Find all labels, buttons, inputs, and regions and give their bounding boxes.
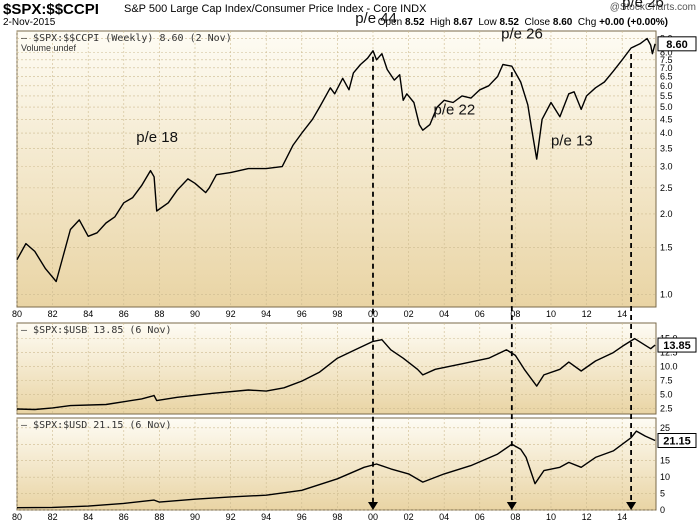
x-axis-tick-label: 88 <box>154 512 164 522</box>
panel-1-y-tick-label: 2.0 <box>660 209 673 219</box>
panel-1-y-tick-label: 5.5 <box>660 91 673 101</box>
panel-2-y-tick-label: 10.0 <box>660 362 678 372</box>
x-axis-tick-label: 06 <box>475 512 485 522</box>
panel-1-last-value-box <box>657 36 697 52</box>
x-axis-tick-label: 14 <box>617 512 627 522</box>
panel-1-y-tick-label: 7.0 <box>660 63 673 73</box>
panel-2-y-tick-label: 5.0 <box>660 389 673 399</box>
x-axis-tick-label: 02 <box>404 512 414 522</box>
x-axis-tick-label: 96 <box>297 309 307 319</box>
peak-marker-arrow <box>367 502 378 510</box>
panel-1-y-tick-label: 4.5 <box>660 114 673 124</box>
panel-1-y-tick-label: 1.0 <box>660 290 673 300</box>
x-axis-tick-label: 84 <box>83 309 93 319</box>
panel-3-y-tick-label: 25 <box>660 423 670 433</box>
panel-3-legend: — $SPX:$USD 21.15 (6 Nov) <box>21 420 172 431</box>
panel-3-background <box>16 417 657 511</box>
x-axis-tick-label: 80 <box>12 309 22 319</box>
panel-1-y-tick-label: 7.5 <box>660 55 673 65</box>
x-axis-tick-label: 92 <box>226 309 236 319</box>
quote-summary: Open 8.52 High 8.67 Low 8.52 Close 8.60 … <box>377 17 668 28</box>
x-axis-tick-label: 04 <box>439 309 449 319</box>
panel-1-series-line <box>16 37 656 283</box>
x-axis-tick-label: 90 <box>190 309 200 319</box>
panel-1-y-tick-label: 6.5 <box>660 71 673 81</box>
x-axis-tick-label: 94 <box>261 309 271 319</box>
panel-1-y-tick-label: 2.5 <box>660 183 673 193</box>
panel-1-y-tick-label: 4.0 <box>660 128 673 138</box>
x-axis-tick-label: 80 <box>12 512 22 522</box>
legend-swatch: — <box>21 325 33 336</box>
panel-1-y-tick-label: 6.0 <box>660 81 673 91</box>
panel-2-last-value: 13.85 <box>663 340 691 352</box>
x-axis-tick-label: 00 <box>368 309 378 319</box>
watermark: @StockCharts.com <box>609 2 696 13</box>
peak-marker-arrow <box>626 502 637 510</box>
panel-2-background <box>16 322 657 415</box>
panel-1-y-tick-label: 8.0 <box>660 47 673 57</box>
x-axis-tick-label: 98 <box>332 309 342 319</box>
x-axis-tick-label: 96 <box>297 512 307 522</box>
panel-3-last-value: 21.15 <box>663 436 691 448</box>
x-axis-tick-label: 86 <box>119 512 129 522</box>
panel-3-y-tick-label: 0 <box>660 505 665 515</box>
panel-1-y-tick-label: 3.0 <box>660 162 673 172</box>
legend-text: $SPX:$$CCPI (Weekly) 8.60 (2 Nov) <box>33 33 232 44</box>
legend-swatch: — <box>21 420 33 431</box>
panel-2-legend: — $SPX:$USB 13.85 (6 Nov) <box>21 325 172 336</box>
pe-annotation: p/e 22 <box>434 101 476 118</box>
x-axis-tick-label: 12 <box>582 512 592 522</box>
x-axis-tick-label: 90 <box>190 512 200 522</box>
x-axis-tick-label: 94 <box>261 512 271 522</box>
x-axis-tick-label: 02 <box>404 309 414 319</box>
panel-1-legend: — $SPX:$$CCPI (Weekly) 8.60 (2 Nov) <box>21 33 232 44</box>
symbol-title: $SPX:$$CCPI <box>3 1 99 18</box>
panel-2-last-value-box <box>657 337 697 353</box>
x-axis-tick-label: 92 <box>226 512 236 522</box>
panel-1-y-tick-label: 1.5 <box>660 242 673 252</box>
panel-2-y-tick-label: 2.5 <box>660 403 673 413</box>
legend-swatch: — <box>21 33 33 44</box>
x-axis-tick-label: 08 <box>510 512 520 522</box>
pe-annotation: p/e 26 <box>622 0 664 11</box>
x-axis-tick-label: 82 <box>48 512 58 522</box>
pe-annotation: p/e 26 <box>501 26 543 43</box>
pe-annotation: p/e 44 <box>355 10 397 27</box>
x-axis-tick-label: 04 <box>439 512 449 522</box>
chart-header: $SPX:$$CCPI S&P 500 Large Cap Index/Cons… <box>0 0 700 30</box>
legend-text: $SPX:$USB 13.85 (6 Nov) <box>33 325 171 336</box>
x-axis-tick-label: 00 <box>368 512 378 522</box>
panel-1-y-tick-label: 5.0 <box>660 102 673 112</box>
x-axis-tick-label: 84 <box>83 512 93 522</box>
x-axis-tick-label: 88 <box>154 309 164 319</box>
panel-3-y-tick-label: 10 <box>660 472 670 482</box>
pe-annotation: p/e 13 <box>551 132 593 149</box>
legend-text: $SPX:$USD 21.15 (6 Nov) <box>33 420 171 431</box>
quote-date: 2-Nov-2015 <box>3 17 56 28</box>
x-axis-tick-label: 82 <box>48 309 58 319</box>
panel-3-y-tick-label: 15 <box>660 456 670 466</box>
pe-annotation: p/e 18 <box>136 129 178 146</box>
x-axis-tick-label: 06 <box>475 309 485 319</box>
panel-3-series-line <box>16 430 656 509</box>
x-axis-tick-label: 12 <box>582 309 592 319</box>
x-axis-tick-label: 98 <box>332 512 342 522</box>
panel-1-y-tick-label: 3.5 <box>660 144 673 154</box>
panel-3-y-tick-label: 5 <box>660 489 665 499</box>
panel-2-y-tick-label: 12.5 <box>660 348 678 358</box>
x-axis-tick-label: 14 <box>617 309 627 319</box>
x-axis-tick-label: 86 <box>119 309 129 319</box>
x-axis-tick-label: 10 <box>546 309 556 319</box>
panel-2-y-tick-label: 7.5 <box>660 376 673 386</box>
panel-1-last-value: 8.60 <box>666 39 687 51</box>
panel-3-last-value-box <box>657 433 697 449</box>
x-axis-tick-label: 08 <box>510 309 520 319</box>
x-axis-tick-label: 10 <box>546 512 556 522</box>
symbol-description: S&P 500 Large Cap Index/Consumer Price I… <box>124 3 427 15</box>
panel-1-background <box>16 30 657 308</box>
panel-2-series-line <box>16 337 656 411</box>
peak-marker-arrow <box>506 502 517 510</box>
panel-1-volume-note: Volume undef <box>21 43 77 53</box>
